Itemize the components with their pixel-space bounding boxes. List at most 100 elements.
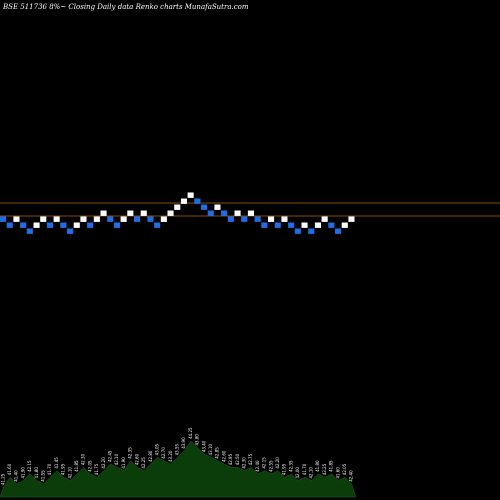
renko-brick-down — [261, 222, 268, 228]
renko-brick-up — [53, 216, 60, 222]
volume-label: 42.70 — [161, 447, 166, 459]
renko-brick-up — [314, 222, 321, 228]
volume-label: 42.55 — [268, 460, 273, 472]
renko-brick-up — [93, 216, 100, 222]
renko-brick-down — [308, 228, 315, 234]
volume-label: 43.20 — [168, 450, 173, 462]
volume-label: 42.20 — [101, 457, 106, 469]
renko-brick-up — [301, 222, 308, 228]
renko-brick-down — [134, 216, 141, 222]
volume-label: 41.85 — [329, 460, 334, 472]
volume-label: 42.00 — [295, 467, 300, 479]
renko-brick-up — [348, 216, 355, 222]
volume-label: 41.80 — [34, 467, 39, 479]
renko-brick-down — [67, 228, 74, 234]
renko-brick-up — [247, 210, 254, 216]
volume-label: 42.60 — [221, 450, 226, 462]
volume-label: 41.45 — [54, 457, 59, 469]
volume-label: 42.25 — [141, 457, 146, 469]
volume-label: 41.80 — [315, 460, 320, 472]
renko-brick-down — [221, 210, 228, 216]
renko-brick-up — [127, 210, 134, 216]
renko-brick-down — [335, 228, 342, 234]
renko-brick-up — [180, 198, 187, 204]
chart-title: BSE 511736 8%~ Closing Daily data Renko … — [2, 3, 249, 11]
volume-label: 42.10 — [309, 467, 314, 479]
volume-label: 42.80 — [148, 450, 153, 462]
renko-bricks — [0, 192, 355, 234]
volume-label: 42.15 — [262, 457, 267, 469]
renko-brick-up — [140, 210, 147, 216]
volume-label: 43.10 — [208, 443, 213, 455]
volume-label: 44.25 — [188, 427, 193, 439]
volume-label: 42.30 — [81, 453, 86, 465]
renko-brick-down — [288, 222, 295, 228]
volume-label: 42.05 — [87, 460, 92, 472]
renko-brick-up — [268, 216, 275, 222]
renko-brick-up — [160, 216, 167, 222]
volume-label: 41.70 — [47, 463, 52, 475]
volume-label: 41.60 — [7, 463, 12, 475]
renko-brick-down — [194, 198, 201, 204]
renko-brick-down — [113, 222, 120, 228]
volume-label: 42.85 — [215, 447, 220, 459]
volume-label: 41.40 — [14, 470, 19, 482]
volume-label: 41.85 — [74, 460, 79, 472]
volume-label: 42.10 — [114, 453, 119, 465]
renko-brick-up — [187, 192, 194, 198]
renko-brick-down — [87, 222, 94, 228]
renko-brick-down — [294, 228, 301, 234]
renko-brick-down — [60, 222, 67, 228]
renko-brick-up — [33, 222, 40, 228]
volume-label: 42.10 — [67, 467, 72, 479]
volume-label: 41.95 — [282, 463, 287, 475]
volume-label: 41.25 — [0, 473, 5, 485]
renko-brick-up — [13, 216, 20, 222]
volume-label: 42.50 — [235, 453, 240, 465]
renko-brick-down — [6, 222, 13, 228]
renko-brick-up — [120, 216, 127, 222]
volume-label: 43.55 — [175, 443, 180, 455]
volume-label: 41.60 — [335, 467, 340, 479]
volume-label: 41.90 — [20, 467, 25, 479]
volume-label: 42.25 — [322, 463, 327, 475]
volume-label: 43.40 — [201, 440, 206, 452]
volume-label: 42.35 — [288, 460, 293, 472]
renko-brick-up — [281, 216, 288, 222]
renko-brick-down — [0, 216, 7, 222]
renko-brick-down — [254, 216, 261, 222]
volume-label: 42.40 — [255, 460, 260, 472]
renko-brick-up — [234, 210, 241, 216]
volume-label: 43.05 — [154, 443, 159, 455]
renko-brick-down — [154, 222, 161, 228]
renko-brick-down — [274, 222, 281, 228]
volume-label: 42.15 — [27, 460, 32, 472]
volume-label: 42.75 — [248, 453, 253, 465]
renko-brick-down — [26, 228, 33, 234]
volume-label: 41.95 — [61, 463, 66, 475]
renko-brick-down — [107, 216, 114, 222]
volume-label: 42.30 — [242, 457, 247, 469]
renko-brick-down — [201, 204, 208, 210]
renko-brick-up — [73, 222, 80, 228]
volume-label: 41.70 — [302, 463, 307, 475]
volume-label: 42.95 — [228, 453, 233, 465]
renko-brick-down — [20, 222, 27, 228]
volume-label: 42.60 — [134, 453, 139, 465]
renko-brick-up — [321, 216, 328, 222]
volume-label: 42.35 — [128, 447, 133, 459]
volume-label: 42.05 — [342, 463, 347, 475]
volume-label: 42.20 — [275, 457, 280, 469]
volume-label: 41.55 — [41, 470, 46, 482]
volume-label: 43.80 — [195, 434, 200, 446]
renko-brick-down — [328, 222, 335, 228]
volume-label: 41.75 — [94, 463, 99, 475]
volume-label: 42.45 — [108, 450, 113, 462]
renko-brick-up — [100, 210, 107, 216]
renko-brick-up — [40, 216, 47, 222]
renko-brick-up — [214, 204, 221, 210]
renko-brick-down — [147, 216, 154, 222]
